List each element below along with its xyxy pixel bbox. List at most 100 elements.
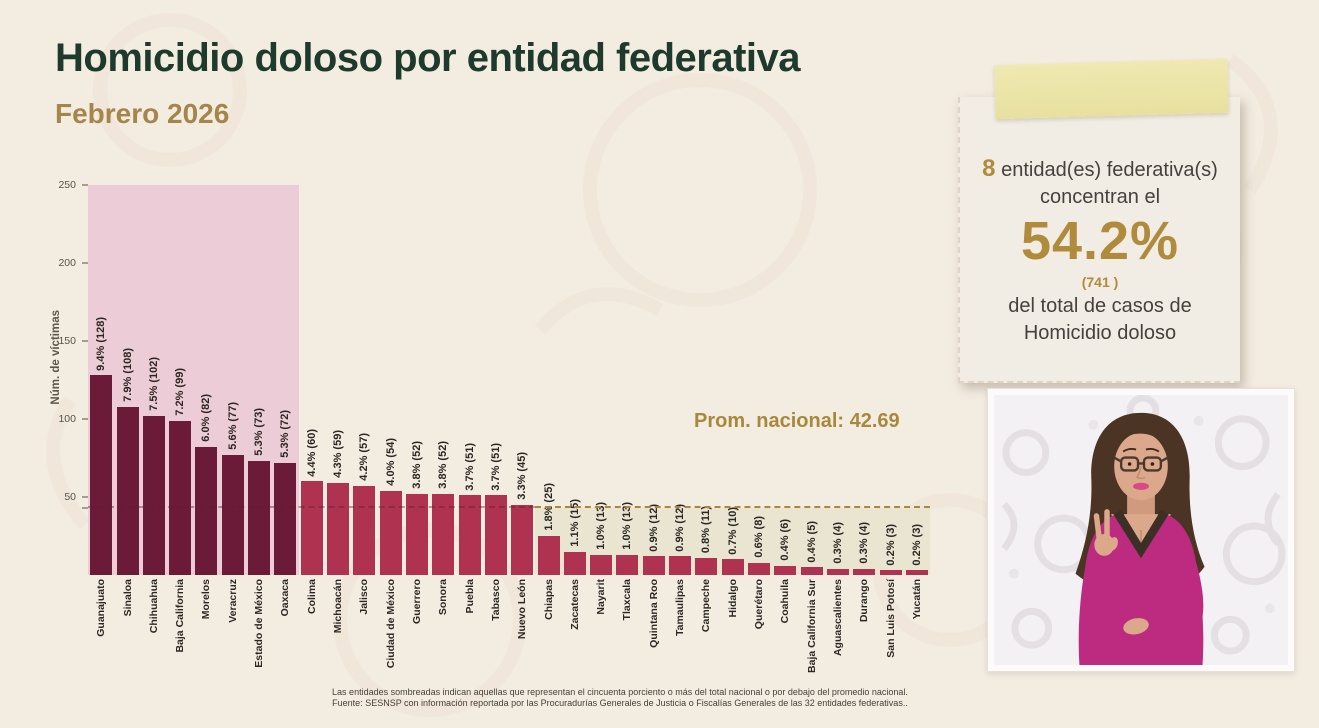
bar <box>248 461 270 575</box>
bar-state-label: Sonora <box>437 579 450 616</box>
average-line-dashed <box>535 506 930 509</box>
footnote-line2: Fuente: SESNSP con información reportada… <box>332 697 908 708</box>
bar <box>300 481 323 575</box>
bar-state-label: Guerrero <box>410 579 423 624</box>
average-line-over-bars <box>88 506 536 509</box>
bar-value-label: 0.8% (11) <box>700 505 713 553</box>
bar-state-label: Tamaulipas <box>674 579 686 636</box>
bar-value-label: 4.0% (54) <box>384 438 397 486</box>
national-average-label: Prom. nacional: 42.69 <box>694 410 900 432</box>
bar <box>379 490 402 575</box>
bar-value-label: 0.4% (6) <box>779 519 792 561</box>
bar <box>537 536 560 575</box>
bar <box>90 375 113 575</box>
y-tick-mark <box>82 340 88 342</box>
bar-value-label: 5.6% (77) <box>226 402 239 450</box>
bar-state-label: Durango <box>858 579 871 623</box>
y-tick-mark <box>82 496 88 498</box>
y-tick-label: 250 <box>58 179 76 191</box>
card-line3: del total de casos de <box>1008 295 1192 317</box>
bar <box>616 554 639 575</box>
bar <box>432 493 455 575</box>
bar-state-label: Puebla <box>463 579 476 614</box>
bar-value-label: 1.0% (13) <box>595 502 608 550</box>
card-case-count: (741 ) <box>1081 274 1119 290</box>
bar-state-label: Ciudad de México <box>384 579 397 669</box>
bar-value-label: 7.5% (102) <box>147 357 160 411</box>
sign-language-interpreter <box>994 395 1288 665</box>
bar-state-label: Chiapas <box>542 579 555 620</box>
bar <box>669 556 691 575</box>
plot-area: 9.4% (128) Guanajuato 7.9% (108) Sinaloa 7.5… <box>82 184 930 673</box>
bar <box>563 551 586 575</box>
bar <box>905 570 928 575</box>
y-tick-mark <box>82 262 88 264</box>
bar-value-label: 0.4% (5) <box>805 520 818 563</box>
bar-state-label: Quintana Roo <box>647 579 660 648</box>
bar-state-label: Michoacán <box>332 579 344 634</box>
bar <box>590 554 613 575</box>
bar-value-label: 7.2% (99) <box>174 367 187 416</box>
bar-value-label: 4.3% (59) <box>332 430 344 478</box>
y-axis: 50 100 150 200 250 <box>44 179 80 575</box>
bar-value-label: 9.4% (128) <box>95 316 108 371</box>
bar-state-label: Baja California <box>174 579 187 653</box>
bar-state-label: Campeche <box>700 579 713 633</box>
bar-value-label: 3.7% (51) <box>489 442 502 491</box>
bar <box>853 568 876 575</box>
bar-state-label: Hidalgo <box>726 579 739 618</box>
bar-value-label: 5.3% (73) <box>253 408 265 457</box>
card-percentage: 54.2% <box>1020 211 1180 271</box>
card-line4: Homicidio doloso <box>1023 322 1177 344</box>
bar <box>353 486 376 575</box>
bar-state-label: Veracruz <box>226 579 239 623</box>
bar-state-label: Chihuahua <box>147 579 160 634</box>
bar-state-label: Aguascalientes <box>831 579 844 657</box>
bar <box>405 493 428 575</box>
bar-value-label: 1.0% (13) <box>621 502 634 550</box>
bar-value-label: 3.3% (45) <box>516 452 529 500</box>
bar <box>484 495 507 575</box>
footnote: Las entidades sombreadas indican aquella… <box>270 687 970 708</box>
bar-value-label: 5.3% (72) <box>279 410 292 458</box>
page-subtitle: Febrero 2026 <box>55 98 230 129</box>
bar-value-label: 0.6% (8) <box>753 515 765 558</box>
bar <box>116 406 139 575</box>
bar-state-label: Colima <box>305 579 318 615</box>
bar <box>721 559 744 575</box>
bar-value-label: 0.3% (4) <box>858 522 871 564</box>
bar-state-label: Guanajuato <box>95 579 108 637</box>
bar-value-label: 3.8% (52) <box>410 441 423 489</box>
bar-state-label: Estado de México <box>253 579 265 668</box>
bar <box>748 562 770 575</box>
bar <box>642 556 665 575</box>
y-tick-label: 200 <box>58 257 76 269</box>
bar-state-label: Yucatán <box>910 579 923 620</box>
bar <box>800 567 823 575</box>
footnote-line1: Las entidades sombreadas indican aquella… <box>332 687 908 697</box>
bar-value-label: 0.2% (3) <box>910 523 923 566</box>
bar <box>195 447 218 575</box>
card-entity-count: 8 <box>982 155 996 182</box>
bar-value-label: 4.4% (60) <box>305 428 318 477</box>
y-tick-label: 50 <box>64 491 76 503</box>
bar-value-label: 0.9% (12) <box>647 503 660 552</box>
bar <box>169 420 192 575</box>
bar <box>458 495 481 575</box>
bar <box>511 504 534 575</box>
card-line2: concentran el <box>1039 186 1161 208</box>
bar-value-label: 0.3% (4) <box>831 522 844 564</box>
bar-value-label: 0.2% (3) <box>884 523 897 566</box>
bar-state-label: Oaxaca <box>279 579 292 617</box>
y-tick-label: 150 <box>58 335 76 347</box>
bar-state-label: Baja California Sur <box>805 579 818 673</box>
bar-value-label: 0.7% (10) <box>726 506 739 555</box>
bar <box>221 454 244 575</box>
bar-state-label: Morelos <box>200 579 213 620</box>
bar-state-label: Nuevo León <box>516 579 529 640</box>
bar-state-label: Coahuila <box>779 579 792 624</box>
bar <box>879 570 902 575</box>
sign-language-interpreter-panel <box>987 388 1295 672</box>
bar-value-label: 4.2% (57) <box>358 433 371 482</box>
bar <box>774 565 797 575</box>
